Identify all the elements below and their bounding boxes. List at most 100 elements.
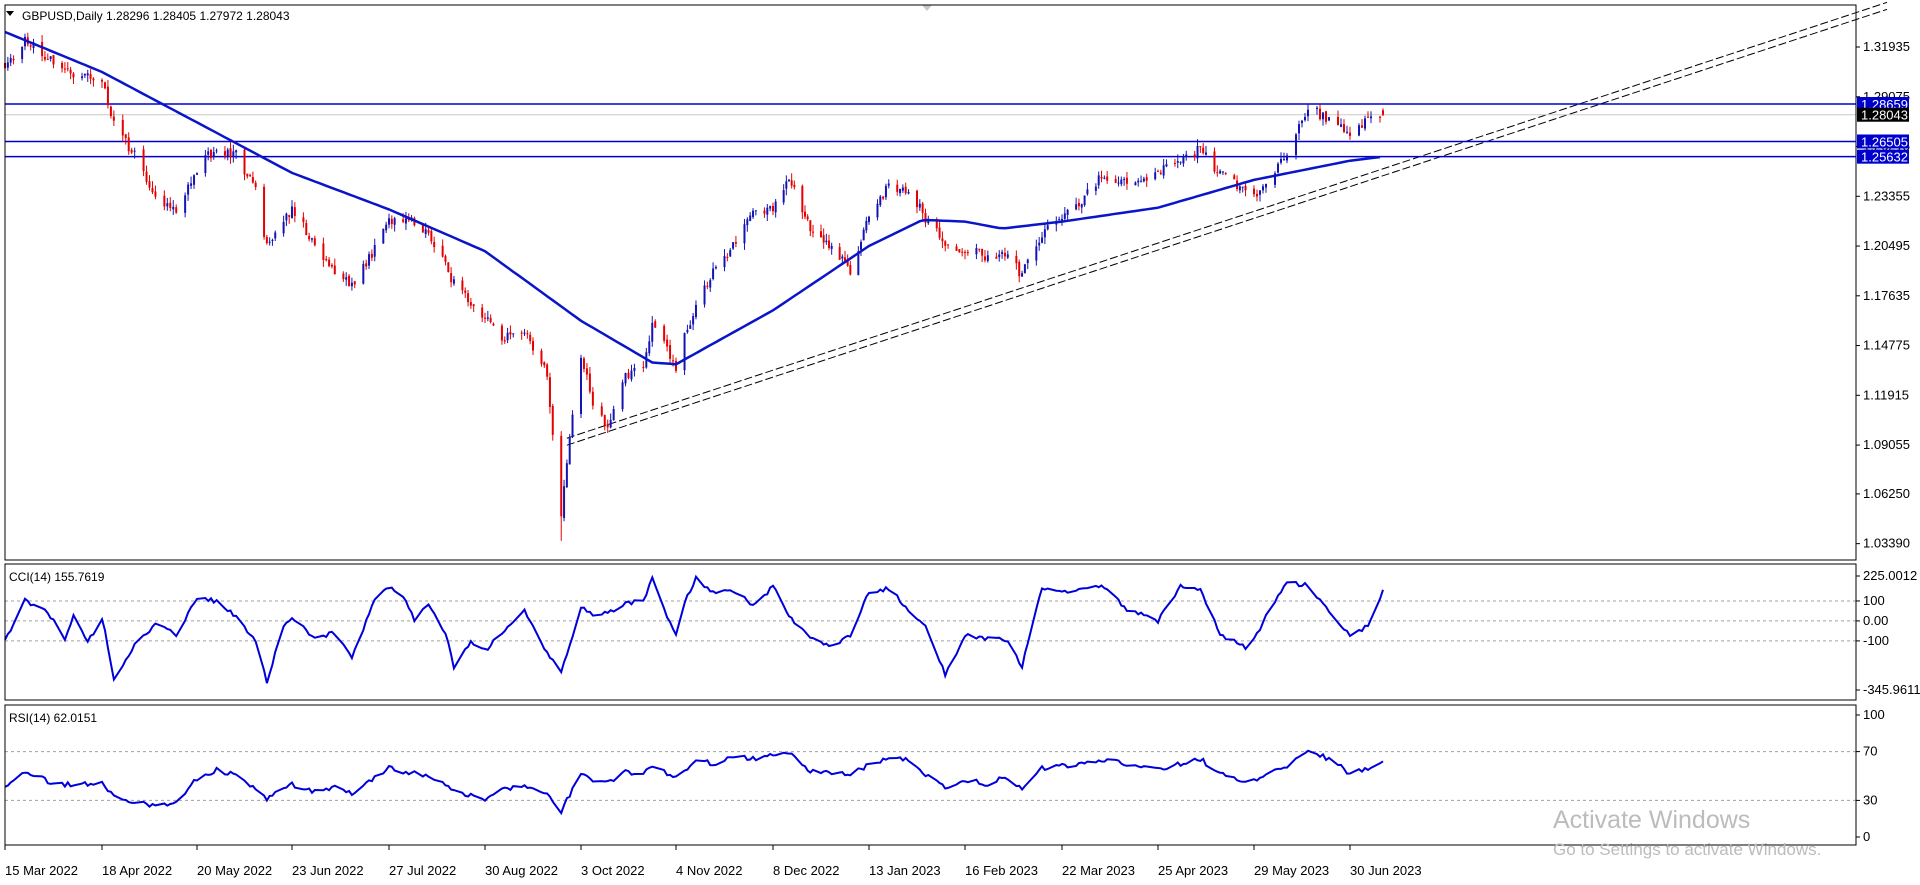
candle-body: [226, 149, 229, 157]
activate-windows-subtitle[interactable]: Go to Settings to activate Windows.: [1553, 840, 1822, 859]
candle-body: [627, 372, 630, 379]
candle-body: [692, 316, 695, 325]
candle-body: [560, 435, 563, 517]
candle-body: [148, 181, 151, 188]
time-axis-label: 22 Mar 2023: [1062, 863, 1135, 878]
candle-body: [830, 245, 833, 249]
candle-body: [1364, 118, 1366, 129]
price-axis-label: 1.06250: [1863, 486, 1910, 501]
candle-body: [630, 370, 633, 380]
trend-channel-line-2[interactable]: [566, 8, 1888, 446]
candle-body: [209, 149, 212, 159]
candle-body: [899, 188, 902, 194]
candle-body: [368, 254, 371, 266]
candle-body: [1043, 229, 1046, 238]
candle-body: [1058, 219, 1061, 221]
time-axis-label: 16 Feb 2023: [965, 863, 1038, 878]
candle-body: [328, 259, 331, 267]
candle-body: [1277, 163, 1279, 173]
candle-body: [169, 202, 172, 209]
price-axis-label: 1.20495: [1863, 238, 1910, 253]
level-tag-bg: [1857, 97, 1909, 112]
candle-body: [348, 275, 351, 287]
candle-body: [133, 150, 136, 152]
shift-marker-icon[interactable]: [922, 5, 932, 11]
candle-body: [838, 247, 841, 260]
candle-body: [106, 86, 109, 106]
candle-body: [293, 207, 296, 216]
candle-body: [860, 241, 862, 250]
candle-body: [790, 180, 793, 186]
candle-body: [1038, 242, 1041, 246]
candle-body: [402, 219, 405, 222]
candle-body: [896, 184, 899, 192]
time-axis-label: 3 Oct 2022: [581, 863, 645, 878]
candle-body: [1224, 173, 1227, 175]
candle-body: [92, 78, 95, 81]
candle-body: [1367, 116, 1369, 118]
candle-body: [675, 360, 677, 371]
candle-body: [251, 177, 254, 183]
candle-body: [582, 358, 585, 369]
candle-body: [546, 364, 549, 377]
symbol-dropdown-icon[interactable]: [6, 11, 14, 16]
time-axis-label: 30 Aug 2022: [485, 863, 558, 878]
candle-body: [1274, 173, 1276, 185]
candle-body: [450, 273, 453, 283]
candle-body: [766, 207, 769, 215]
candle-body: [342, 273, 345, 280]
candle-body: [484, 317, 486, 319]
candle-body: [1265, 183, 1267, 188]
moving-average-line[interactable]: [4, 30, 1381, 366]
trend-channel-line-1[interactable]: [566, 1, 1888, 439]
candle-body: [1213, 151, 1216, 172]
candle-body: [121, 119, 124, 136]
candle-body: [204, 155, 207, 174]
candle-body: [274, 232, 277, 239]
osc-title: CCI(14) 155.7619: [9, 570, 105, 584]
candle-body: [362, 263, 365, 284]
osc-line[interactable]: [4, 749, 1384, 816]
candle-body: [223, 151, 226, 156]
osc-line[interactable]: [4, 574, 1384, 684]
candle-body: [427, 230, 430, 233]
candle-body: [1021, 273, 1024, 277]
candle-body: [868, 216, 870, 223]
candle-body: [941, 238, 944, 242]
candle-body: [585, 368, 588, 375]
cci-panel[interactable]: 225.0012 100 0.00 -100 -345.9611 CCI(14) 155.…: [4, 568, 1920, 697]
candle-body: [981, 248, 984, 256]
osc-axis-label: 0: [1863, 829, 1870, 844]
candle-body: [998, 254, 1001, 258]
candle-body: [1196, 145, 1199, 159]
candle-body: [486, 317, 489, 319]
candle-body: [654, 321, 657, 328]
candle-body: [193, 175, 196, 185]
candle-body: [291, 206, 293, 219]
candle-body: [124, 134, 127, 139]
candle-body: [806, 216, 809, 220]
candle-body: [822, 235, 825, 243]
price-panel[interactable]: 1.319351.290751.262151.233551.204951.176…: [4, 1, 1910, 551]
candle-body: [901, 187, 904, 191]
chart-header: GBPUSD,Daily 1.28296 1.28405 1.27972 1.2…: [22, 9, 290, 23]
candle-body: [978, 248, 981, 250]
candle-body: [407, 219, 410, 221]
price-axis-label: 1.17635: [1863, 288, 1910, 303]
rsi-panel[interactable]: 100 70 30 0 RSI(14) 62.0151: [4, 707, 1885, 844]
candle-body: [112, 116, 115, 121]
candle-body: [481, 307, 484, 318]
candle-body: [1145, 177, 1148, 181]
candle-body: [353, 281, 356, 285]
candle-body: [1162, 165, 1165, 176]
candle-body: [130, 149, 133, 153]
candle-body: [373, 245, 376, 257]
candle-body: [29, 45, 32, 47]
candle-body: [207, 151, 210, 155]
candle-body: [305, 222, 308, 236]
candle-body: [1199, 146, 1202, 148]
price-axis-label: 1.23355: [1863, 188, 1910, 203]
candle-body: [46, 58, 49, 60]
candle-body: [282, 221, 285, 234]
